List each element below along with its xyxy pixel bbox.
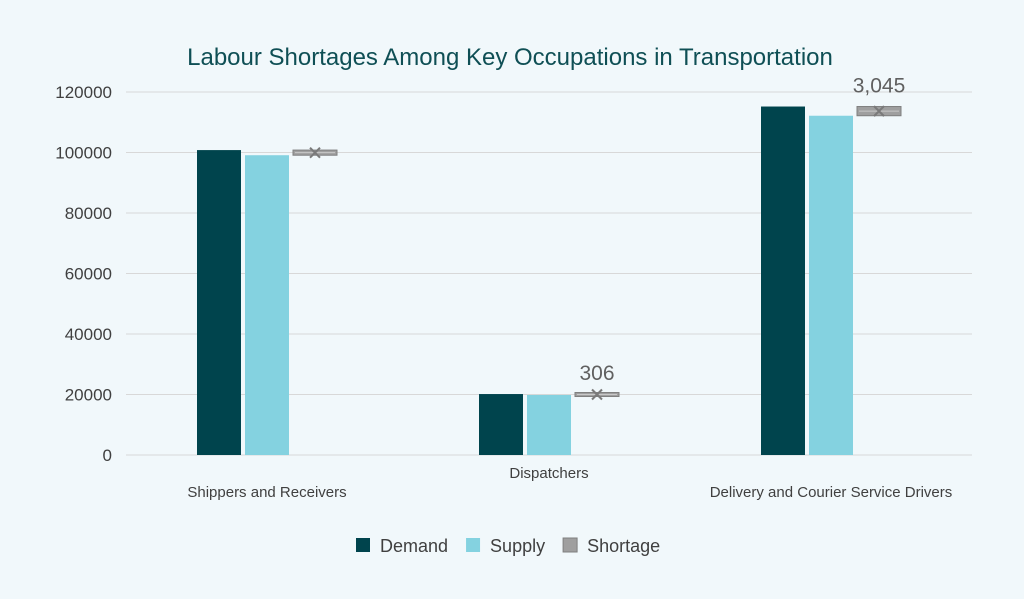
y-tick-label: 80000 bbox=[65, 204, 112, 223]
y-tick-label: 120000 bbox=[55, 83, 112, 102]
shortage-data-label: 306 bbox=[579, 362, 614, 385]
legend-label-demand: Demand bbox=[380, 536, 448, 556]
chart-title: Labour Shortages Among Key Occupations i… bbox=[187, 44, 833, 71]
shortage-data-label: 3,045 bbox=[853, 75, 906, 98]
legend-label-supply: Supply bbox=[490, 536, 545, 556]
bar-demand bbox=[197, 150, 241, 455]
bar-supply bbox=[527, 394, 571, 455]
x-category-label: Shippers and Receivers bbox=[187, 484, 346, 501]
shortage-marker-x bbox=[309, 146, 321, 159]
legend-swatch-shortage bbox=[562, 537, 578, 553]
bar-demand bbox=[479, 394, 523, 455]
x-axis: Shippers and Receivers Dispatchers Deliver… bbox=[187, 465, 952, 501]
shortage-marker-x bbox=[873, 105, 885, 117]
y-tick-label: 60000 bbox=[65, 265, 112, 284]
legend: Demand Supply Shortage bbox=[356, 536, 660, 556]
bars: 306 3,045 bbox=[197, 75, 906, 456]
legend-swatch-demand bbox=[356, 538, 370, 552]
x-category-label: Delivery and Courier Service Drivers bbox=[710, 484, 953, 501]
bar-supply bbox=[809, 115, 853, 455]
shortage-marker-x bbox=[591, 388, 603, 401]
x-category-label: Dispatchers bbox=[509, 465, 588, 482]
y-axis: 0 20000 40000 60000 80000 100000 120000 bbox=[55, 83, 112, 465]
legend-swatch-supply bbox=[466, 538, 481, 552]
bar-supply bbox=[245, 155, 289, 455]
y-tick-label: 0 bbox=[103, 446, 112, 465]
y-tick-label: 40000 bbox=[65, 325, 112, 344]
y-tick-label: 100000 bbox=[55, 144, 112, 163]
y-tick-label: 20000 bbox=[65, 386, 112, 405]
legend-label-shortage: Shortage bbox=[587, 536, 660, 556]
bar-demand bbox=[761, 106, 805, 456]
